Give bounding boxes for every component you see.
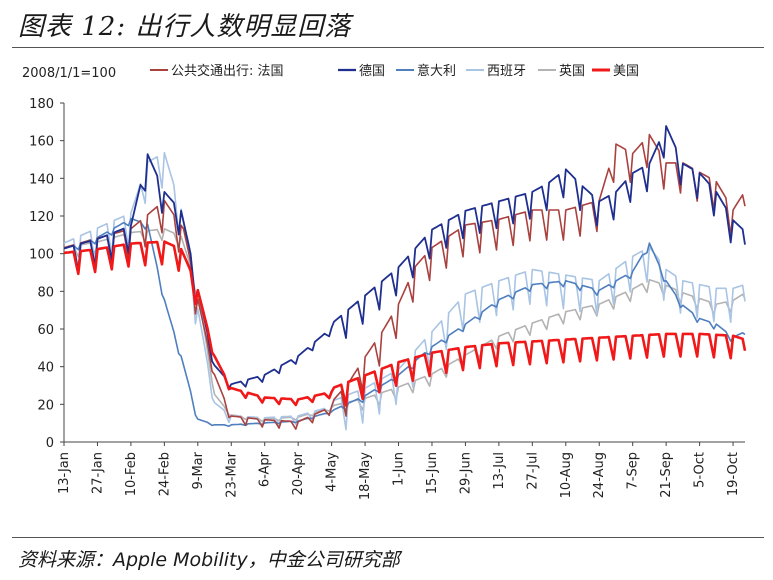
series-line-2 (63, 217, 746, 427)
x-tick-label: 13-Jan (57, 452, 72, 494)
y-tick-label: 160 (29, 135, 54, 150)
x-tick-label: 13-Jul (492, 452, 507, 490)
x-tick-label: 18-May (358, 452, 373, 500)
y-tick-label: 100 (29, 248, 54, 263)
figure-title: 图表 12: 出行人数明显回落 (18, 12, 352, 42)
legend-label-3: 西班牙 (487, 64, 526, 79)
x-tick-label: 27-Jan (90, 452, 105, 494)
x-tick-label: 21-Sep (659, 452, 674, 498)
series-line-5 (63, 240, 747, 407)
y-tick-label: 180 (29, 97, 54, 112)
x-tick-label: 24-Feb (157, 452, 172, 496)
legend-label-4: 英国 (559, 64, 585, 79)
x-tick-label: 9-Mar (191, 451, 206, 489)
index-note: 2008/1/1=100 (22, 66, 116, 81)
x-tick-label: 10-Aug (559, 452, 574, 498)
y-tick-label: 80 (37, 285, 54, 300)
y-tick-label: 20 (37, 398, 54, 413)
x-tick-label: 1-Jun (392, 452, 407, 486)
chart-legend: 公共交通出行: 法国 德国 意大利 西班牙 英国 美国 (150, 63, 639, 79)
legend-label-0: 公共交通出行: 法国 (171, 63, 284, 79)
series-line-1 (63, 125, 746, 389)
y-tick-label: 0 (46, 436, 54, 451)
x-tick-label: 24-Aug (592, 452, 607, 498)
y-tick-label: 40 (37, 361, 54, 376)
legend-label-5: 美国 (613, 64, 639, 79)
x-tick-label: 19-Oct (726, 452, 741, 496)
source-divider (12, 537, 764, 538)
x-tick-label: 4-May (325, 452, 340, 492)
legend-label-1: 德国 (359, 64, 385, 79)
chart-axes: 2008/1/1=100 0 20 40 60 80 100 120 140 160 180 13-J… (22, 66, 745, 500)
y-tick-label: 140 (29, 172, 54, 187)
x-tick-label: 5-Oct (693, 452, 708, 488)
line-chart: 2008/1/1=100 0 20 40 60 80 100 120 140 160 180 13-J… (22, 63, 747, 500)
x-tick-label: 20-Apr (291, 451, 306, 495)
x-tick-label: 6-Apr (258, 451, 273, 487)
series-layer (63, 125, 747, 431)
y-tick-label: 120 (29, 210, 54, 225)
x-tick-label: 29-Jun (458, 452, 473, 494)
x-tick-label: 23-Mar (224, 451, 239, 497)
x-tick-label: 10-Feb (124, 452, 139, 496)
x-tick-label: 7-Sep (626, 452, 641, 489)
x-tick-label: 15-Jun (425, 452, 440, 494)
title-divider (12, 47, 764, 48)
source-note: 资料来源：Apple Mobility，中金公司研究部 (18, 549, 400, 571)
y-tick-label: 60 (37, 323, 54, 338)
x-tick-label: 27-Jul (525, 452, 540, 490)
series-line-0 (63, 133, 746, 430)
legend-label-2: 意大利 (417, 63, 456, 79)
